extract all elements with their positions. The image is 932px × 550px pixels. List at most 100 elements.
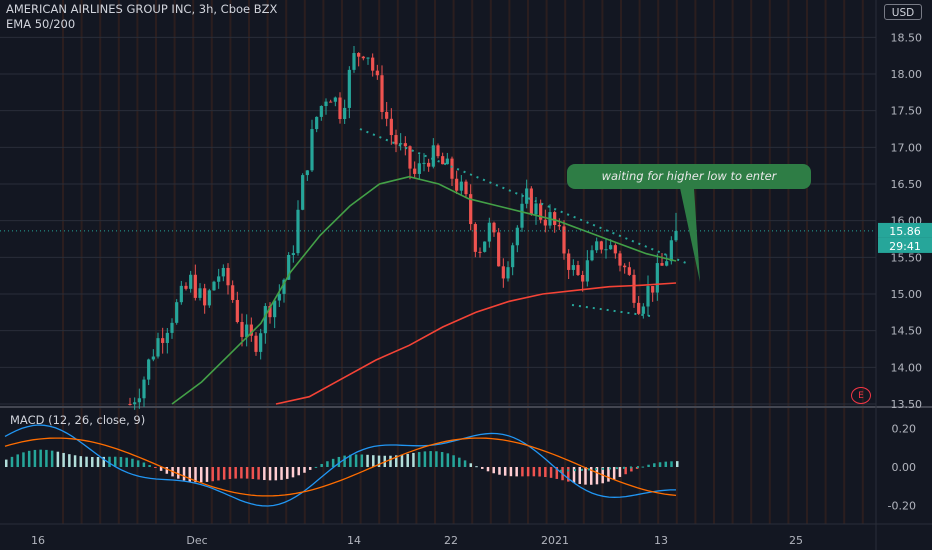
session-stripe [396,0,399,524]
candle-body [492,222,496,233]
session-stripe [694,0,697,524]
candle-body [189,274,193,289]
candle-body [520,203,524,228]
ema-legend: EMA 50/200 [6,17,76,31]
macd-title: MACD (12, 26, close, 9) [10,413,146,427]
macd-histogram-bar [515,467,518,477]
macd-histogram-bar [291,467,295,478]
macd-histogram-bar [589,467,593,485]
macd-histogram-bar [33,449,37,467]
candle-body [632,274,636,303]
session-stripe [303,0,306,524]
macd-histogram-bar [217,467,220,481]
candle-body [557,224,561,227]
candle-body [483,241,487,252]
macd-axis-label: 0.20 [892,422,917,435]
candle-body [623,265,627,268]
macd-histogram-bar [452,455,455,467]
macd-histogram-bar [584,467,587,485]
macd-histogram-bar [211,467,214,482]
candle-body [352,53,356,70]
candle-body [469,194,473,225]
earnings-badge-icon[interactable]: E [851,387,871,404]
macd-histogram-bar [27,450,31,467]
time-axis-label: 14 [347,534,361,547]
session-stripe [489,0,492,524]
session-stripe [229,0,232,524]
macd-histogram-bar [257,467,260,480]
session-stripe [824,0,827,524]
macd-histogram-bar [372,455,375,467]
session-stripe [62,0,64,524]
session-stripe [80,0,83,524]
candle-body [431,145,435,167]
macd-histogram-bar [228,467,232,479]
candle-body [357,53,361,57]
candle-body [347,69,351,108]
symbol-title: AMERICAN AIRLINES GROUP INC, 3h, Cboe BZ… [6,2,278,16]
macd-histogram-bar [182,467,186,481]
macd-histogram-bar [125,457,128,467]
session-stripe [601,0,604,524]
candle-body [497,232,501,267]
macd-histogram-bar [412,452,415,467]
macd-histogram-bar [389,455,392,467]
candle-body [408,146,412,169]
candle-body [221,267,225,277]
candle-body [665,261,669,266]
macd-histogram-bar [349,454,352,467]
candle-body [473,224,477,252]
macd-histogram-bar [567,467,570,482]
candle-body [515,227,519,246]
macd-histogram-bar [320,463,323,467]
macd-histogram-bar [268,467,272,481]
candle-body [366,57,370,59]
candle-body [394,135,398,145]
macd-histogram-bar [199,467,203,483]
candle-body [571,265,575,270]
macd-histogram-bar [22,452,25,467]
candle-body [170,322,174,333]
macd-histogram-bar [670,461,673,467]
macd-histogram-bar [423,451,427,467]
price-axis-label: 14.00 [891,361,923,374]
candle-body [380,75,384,112]
candle-body [637,302,641,314]
candle-body [646,286,650,307]
annotation-callout: waiting for higher low to enter [567,164,811,189]
candle-body [553,212,557,225]
currency-button[interactable]: USD [884,4,922,20]
session-stripe [657,0,660,524]
candle-body [165,332,169,343]
candle-body [296,209,300,254]
price-axis-label: 18.00 [891,68,923,81]
session-stripe [638,0,641,524]
candle-body [595,241,599,251]
session-stripe [843,0,846,524]
macd-histogram-bar [165,467,169,474]
session-stripe [731,0,734,524]
macd-histogram-bar [154,467,157,468]
macd-histogram-bar [108,456,111,467]
candle-body [319,106,323,117]
price-axis-label: 18.50 [891,31,923,44]
candle-body [539,203,543,220]
session-stripe [341,0,343,524]
macd-histogram-bar [314,466,318,468]
macd-histogram-bar [394,455,398,467]
session-stripe [155,0,157,524]
candle-body [399,143,403,145]
macd-histogram-bar [440,452,444,467]
candle-body [669,240,673,262]
price-axis-label: 15.50 [891,251,923,264]
candle-body [604,249,608,251]
macd-histogram-bar [481,467,484,469]
session-stripe [675,0,678,524]
session-stripe [471,0,474,524]
macd-histogram-bar [177,467,180,479]
session-stripe [415,0,418,524]
candle-body [305,170,309,176]
candle-body [338,97,342,120]
